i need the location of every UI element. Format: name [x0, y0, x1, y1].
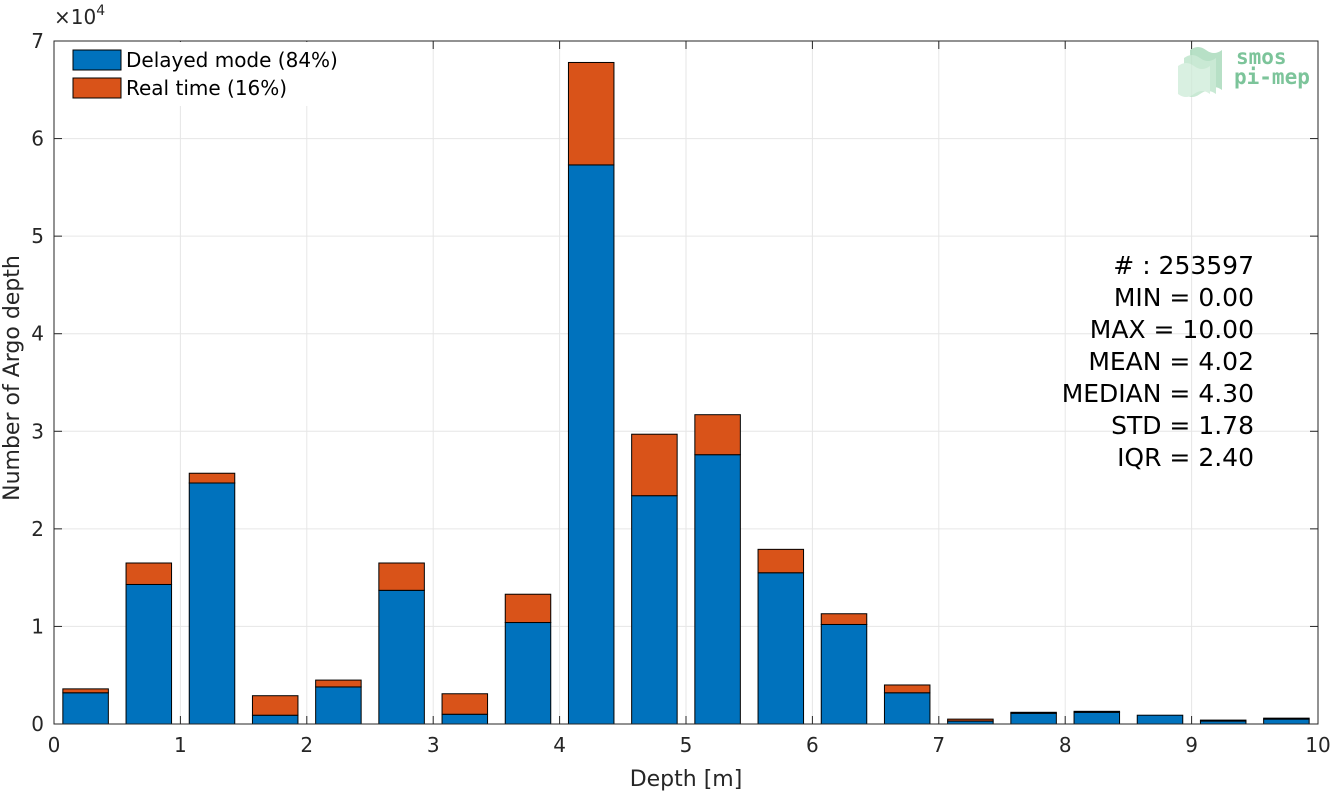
bar-delayed-mode-16: [1073, 711, 1121, 725]
y-tick-label: 5: [31, 224, 44, 248]
legend-label-delayed-mode: Delayed mode (84%): [126, 48, 338, 72]
stats-line-5: STD = 1.78: [1111, 411, 1254, 440]
y-tick-label: 4: [31, 322, 44, 346]
bar-delayed-mode-1: [125, 583, 173, 725]
bar-delayed-mode-9: [631, 495, 678, 725]
bar-real-time-19: [1263, 717, 1310, 720]
bar-real-time-13: [883, 684, 931, 694]
y-exponent-label: ×104: [54, 3, 105, 29]
x-tick-label: 1: [174, 733, 187, 757]
bar-delayed-mode-7: [504, 622, 552, 725]
bar-real-time-18: [1199, 719, 1247, 722]
x-tick-label: 7: [932, 733, 945, 757]
x-tick-label: 3: [427, 733, 440, 757]
bar-real-time-15: [1010, 711, 1057, 714]
tick-labels: 0 1 2 3 4 5 6 7 8 9 10 0 1 2 3 4 5 6 7: [31, 29, 1330, 757]
stats-line-0: # : 253597: [1113, 251, 1254, 280]
bar-real-time-14: [947, 718, 994, 722]
bar-delayed-mode-3: [251, 714, 299, 725]
bar-delayed-mode-13: [883, 692, 931, 725]
bar-real-time-16: [1073, 710, 1121, 713]
bar-real-time-2: [188, 472, 236, 484]
bar-real-time-3: [251, 695, 299, 716]
bar-delayed-mode-12: [820, 623, 868, 725]
legend-label-real-time: Real time (16%): [126, 76, 287, 100]
legend-swatch-delayed-mode: [72, 49, 122, 71]
bar-delayed-mode-5: [378, 589, 425, 725]
axes: [53, 40, 1319, 725]
bar-real-time-11: [757, 548, 805, 574]
x-tick-label: 2: [300, 733, 313, 757]
x-tick-label: 4: [553, 733, 566, 757]
bar-real-time-10: [694, 414, 741, 456]
bar-real-time-7: [504, 593, 552, 624]
stats-line-4: MEDIAN = 4.30: [1062, 379, 1254, 408]
y-tick-label: 0: [31, 712, 44, 736]
x-tick-label: 9: [1185, 733, 1198, 757]
bar-real-time-6: [441, 693, 489, 715]
bar-delayed-mode-2: [188, 482, 236, 725]
bar-delayed-mode-15: [1010, 712, 1057, 725]
logo-text-line1: smos: [1236, 45, 1287, 69]
x-tick-label: 6: [806, 733, 819, 757]
y-axis-label: Number of Argo depth: [0, 255, 25, 501]
bar-real-time-12: [820, 613, 868, 625]
bar-delayed-mode-11: [757, 572, 805, 725]
stats-line-3: MEAN = 4.02: [1088, 347, 1254, 376]
y-tick-label: 2: [31, 517, 44, 541]
x-tick-label: 8: [1059, 733, 1072, 757]
x-axis-label: Depth [m]: [630, 767, 743, 792]
stats-line-1: MIN = 0.00: [1114, 283, 1254, 312]
bar-real-time-4: [315, 679, 362, 688]
x-tick-label: 10: [1305, 733, 1330, 757]
y-tick-label: 7: [31, 29, 44, 53]
legend-swatch-real-time: [72, 77, 122, 99]
bar-real-time-8: [567, 61, 615, 166]
bar-real-time-9: [631, 433, 678, 497]
bar-delayed-mode-4: [315, 686, 362, 725]
bar-real-time-5: [378, 562, 425, 591]
stats-line-6: IQR = 2.40: [1117, 443, 1254, 472]
bar-delayed-mode-8: [567, 164, 615, 725]
legend: Delayed mode (84%) Real time (16%): [63, 42, 363, 106]
bar-delayed-mode-6: [441, 713, 489, 725]
x-tick-label: 0: [48, 733, 61, 757]
smos-pi-mep-logo: smos pi-mep: [1178, 45, 1310, 97]
x-tick-label: 5: [680, 733, 693, 757]
waves-logo-icon: [1178, 47, 1222, 97]
y-tick-label: 3: [31, 419, 44, 443]
bars-group: [62, 61, 1310, 725]
logo-text-line2: pi-mep: [1234, 65, 1310, 89]
y-tick-label: 6: [31, 127, 44, 151]
bar-real-time-1: [125, 562, 173, 585]
bar-real-time-0: [62, 688, 109, 694]
bar-delayed-mode-0: [62, 692, 109, 725]
stats-line-2: MAX = 10.00: [1090, 315, 1254, 344]
bar-delayed-mode-10: [694, 454, 741, 725]
y-tick-label: 1: [31, 614, 44, 638]
statistics-annotation: # : 253597 MIN = 0.00 MAX = 10.00 MEAN = 4.…: [1062, 251, 1254, 472]
bar-delayed-mode-17: [1136, 714, 1184, 725]
bar-delayed-mode-19: [1263, 718, 1310, 725]
